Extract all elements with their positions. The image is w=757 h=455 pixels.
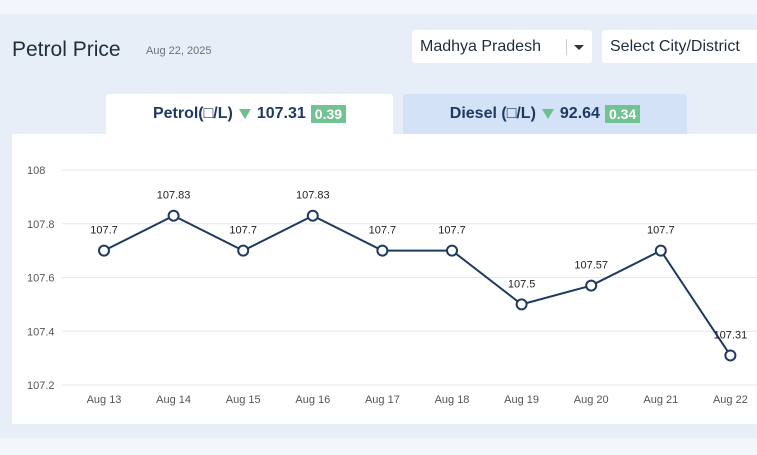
x-tick-label: Aug 17 [365,394,400,406]
data-label: 107.7 [438,225,466,237]
data-label: 107.7 [647,225,675,237]
price-line-chart: 107.2 107.4 107.6 107.8 108 Aug 13 Aug 14 Aug 1… [27,165,757,406]
tab-petrol[interactable]: Petrol(□/L) 107.31 0.39 [106,94,393,134]
tab-petrol-price: 107.31 [256,105,306,122]
x-tick-label: Aug 19 [504,394,539,406]
tab-diesel-label: Diesel (□/L) [449,105,536,122]
data-label: 107.83 [157,190,191,202]
data-label: 107.7 [229,225,257,237]
series-line [103,214,732,356]
chart-area: 107.2 107.4 107.6 107.8 108 Aug 13 Aug 14 Aug 1… [12,134,757,424]
x-tick-label: Aug 18 [435,394,470,406]
data-point [306,209,319,222]
data-point [515,298,528,311]
city-select-value: Select City/District [610,38,740,55]
x-tick-label: Aug 15 [226,394,261,406]
x-tick-label: Aug 14 [156,394,191,406]
data-point [98,244,110,257]
data-label: 107.31 [714,329,748,341]
tab-petrol-change-badge: 0.39 [310,105,347,123]
x-tick-label: Aug 22 [713,394,748,406]
y-tick-label: 108 [27,165,45,177]
y-tick-label: 107.8 [27,219,55,231]
city-select[interactable]: Select City/District [602,30,757,63]
data-point [724,349,737,362]
data-label: 107.57 [574,260,608,272]
x-tick-label: Aug 21 [643,394,678,406]
state-select-value: Madhya Pradesh [420,38,541,55]
page-title: Petrol Price [12,38,121,61]
data-label: 107.7 [90,225,118,237]
tab-petrol-label: Petrol(□/L) [152,105,233,122]
tab-diesel-change-badge: 0.34 [604,105,641,123]
x-tick-label: Aug 13 [87,394,122,406]
tab-diesel[interactable]: Diesel (□/L) 92.64 0.34 [403,94,687,134]
y-tick-label: 107.4 [27,326,55,338]
data-point [654,244,667,257]
down-arrow-icon [238,109,251,119]
data-label: 107.7 [369,225,397,237]
x-tick-label: Aug 16 [295,394,330,406]
select-divider [566,39,567,55]
y-tick-label: 107.6 [27,273,55,285]
data-label: 107.83 [296,190,330,202]
data-point [585,279,598,292]
chevron-down-icon[interactable] [574,45,584,50]
data-label: 107.5 [508,278,536,290]
data-point [446,244,458,257]
data-point [237,244,250,257]
down-arrow-icon [541,109,554,119]
price-date: Aug 22, 2025 [146,45,212,57]
state-select[interactable]: Madhya Pradesh [412,30,592,63]
y-tick-label: 107.2 [27,380,55,392]
data-point [376,244,389,257]
data-point [167,209,180,222]
tab-diesel-price: 92.64 [559,105,600,122]
x-tick-label: Aug 20 [574,394,609,406]
